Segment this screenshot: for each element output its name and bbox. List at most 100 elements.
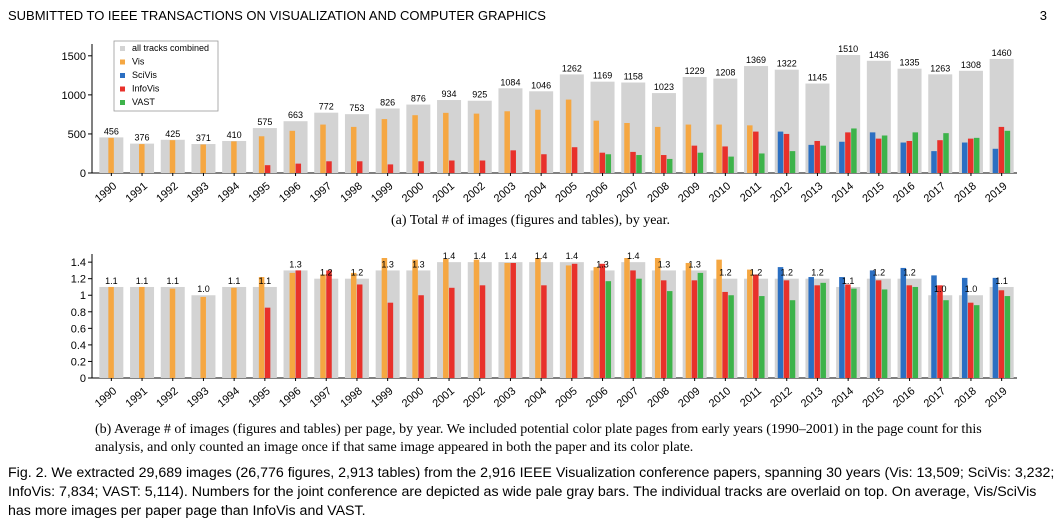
x-tick-label: 2012: [768, 180, 794, 205]
bar-infovis: [906, 285, 913, 378]
x-tick-label: 2015: [860, 385, 886, 410]
bar-vis: [200, 144, 206, 173]
data-label: 1.2: [719, 268, 732, 278]
y-tick-label: 1: [80, 290, 86, 302]
bar-vast: [943, 300, 949, 378]
x-tick-label: 2001: [431, 180, 457, 205]
bar-infovis: [814, 140, 820, 173]
x-tick-label: 2013: [799, 385, 825, 410]
bar-vis: [565, 265, 572, 378]
x-tick-label: 1992: [154, 385, 180, 410]
y-tick-label: 1.2: [71, 274, 86, 286]
bar-vis: [443, 258, 449, 378]
bar-infovis: [326, 270, 332, 378]
data-label: 1145: [808, 73, 827, 83]
bar-infovis: [722, 291, 728, 378]
x-tick-label: 1991: [124, 180, 150, 205]
bar-vis: [685, 262, 692, 378]
x-tick-label: 1990: [93, 180, 119, 205]
bar-vis: [139, 286, 145, 378]
bar-infovis: [753, 274, 759, 378]
data-label: 1.3: [381, 259, 394, 269]
bar-vast: [728, 295, 734, 378]
bar-scivis: [839, 277, 845, 378]
data-label: 1.1: [105, 276, 118, 286]
x-tick-label: 2005: [553, 180, 579, 205]
bar-vast: [851, 288, 857, 378]
bar-vis: [412, 115, 418, 173]
x-tick-label: 2002: [461, 180, 487, 205]
x-tick-label: 1996: [277, 180, 303, 205]
bar-scivis: [777, 267, 784, 378]
x-tick-label: 1992: [154, 180, 180, 205]
y-tick-label: 1000: [62, 90, 86, 102]
x-tick-label: 2002: [461, 385, 487, 410]
bar-scivis: [931, 151, 937, 173]
bar-infovis: [418, 295, 424, 378]
data-label: 1.0: [197, 284, 210, 294]
x-tick-label: 1997: [308, 385, 334, 410]
bar-infovis: [510, 150, 516, 173]
bar-infovis: [418, 161, 424, 173]
y-tick-label: 0.8: [71, 307, 86, 319]
data-label: 376: [135, 133, 150, 143]
bar-infovis: [510, 262, 516, 378]
legend: all tracks combined Vis SciVis InfoVis VAST: [113, 40, 219, 112]
data-label: 1.2: [873, 268, 886, 278]
data-label: 1.2: [811, 268, 824, 278]
data-label: 1208: [715, 68, 735, 78]
x-tick-label: 1998: [338, 180, 364, 205]
figure-caption: Fig. 2. We extracted 29,689 images (26,7…: [8, 465, 1055, 519]
bar-vast: [605, 154, 612, 173]
bar-vis: [654, 126, 661, 173]
bar-vast: [636, 278, 642, 378]
bar-vast: [973, 137, 980, 173]
bar-vis: [139, 144, 145, 173]
data-label: 753: [349, 103, 364, 113]
x-tick-label: 1991: [124, 385, 150, 410]
data-label: 925: [472, 90, 487, 100]
data-label: 1322: [777, 59, 797, 69]
data-label: 663: [288, 110, 303, 120]
data-label: 1229: [685, 66, 705, 76]
bar-infovis: [449, 160, 455, 173]
bar-vis: [350, 272, 357, 378]
bar-vast: [789, 300, 796, 378]
bar-vis: [624, 123, 630, 173]
bar-infovis: [630, 270, 636, 378]
x-tick-label: 2006: [584, 180, 610, 205]
data-label: 876: [411, 94, 426, 104]
data-label: 575: [257, 117, 272, 127]
bar-infovis: [783, 280, 790, 378]
x-tick-label: 2011: [738, 385, 764, 409]
bar-infovis: [356, 161, 363, 173]
bar-vast: [728, 156, 734, 173]
bar-vast: [1004, 296, 1011, 378]
bar-vis: [654, 258, 661, 378]
legend-swatch: [120, 86, 125, 92]
bar-vis: [473, 113, 480, 173]
y-tick-label: 1500: [62, 51, 86, 63]
bar-infovis: [356, 284, 363, 378]
bar-vis: [258, 277, 265, 378]
bar-scivis: [931, 275, 937, 378]
bar-vis: [381, 258, 388, 378]
x-tick-label: 2010: [707, 385, 733, 410]
bar-vis: [504, 262, 510, 378]
bar-vis: [716, 259, 722, 378]
bar-scivis: [777, 131, 784, 173]
bar-infovis: [875, 138, 882, 173]
data-label: 1.3: [289, 259, 302, 269]
legend-box: [113, 40, 219, 112]
data-label: 1169: [593, 71, 612, 81]
bar-vis: [320, 274, 326, 378]
bar-vis: [565, 99, 572, 173]
bar-vast: [666, 291, 673, 378]
bar-scivis: [808, 277, 814, 378]
bar-scivis: [900, 267, 907, 378]
bar-vast: [605, 281, 612, 378]
y-tick-label: 0: [80, 373, 86, 385]
x-tick-label: 1999: [369, 180, 395, 205]
legend-swatch: [120, 73, 125, 78]
data-label: 1.2: [750, 268, 763, 278]
